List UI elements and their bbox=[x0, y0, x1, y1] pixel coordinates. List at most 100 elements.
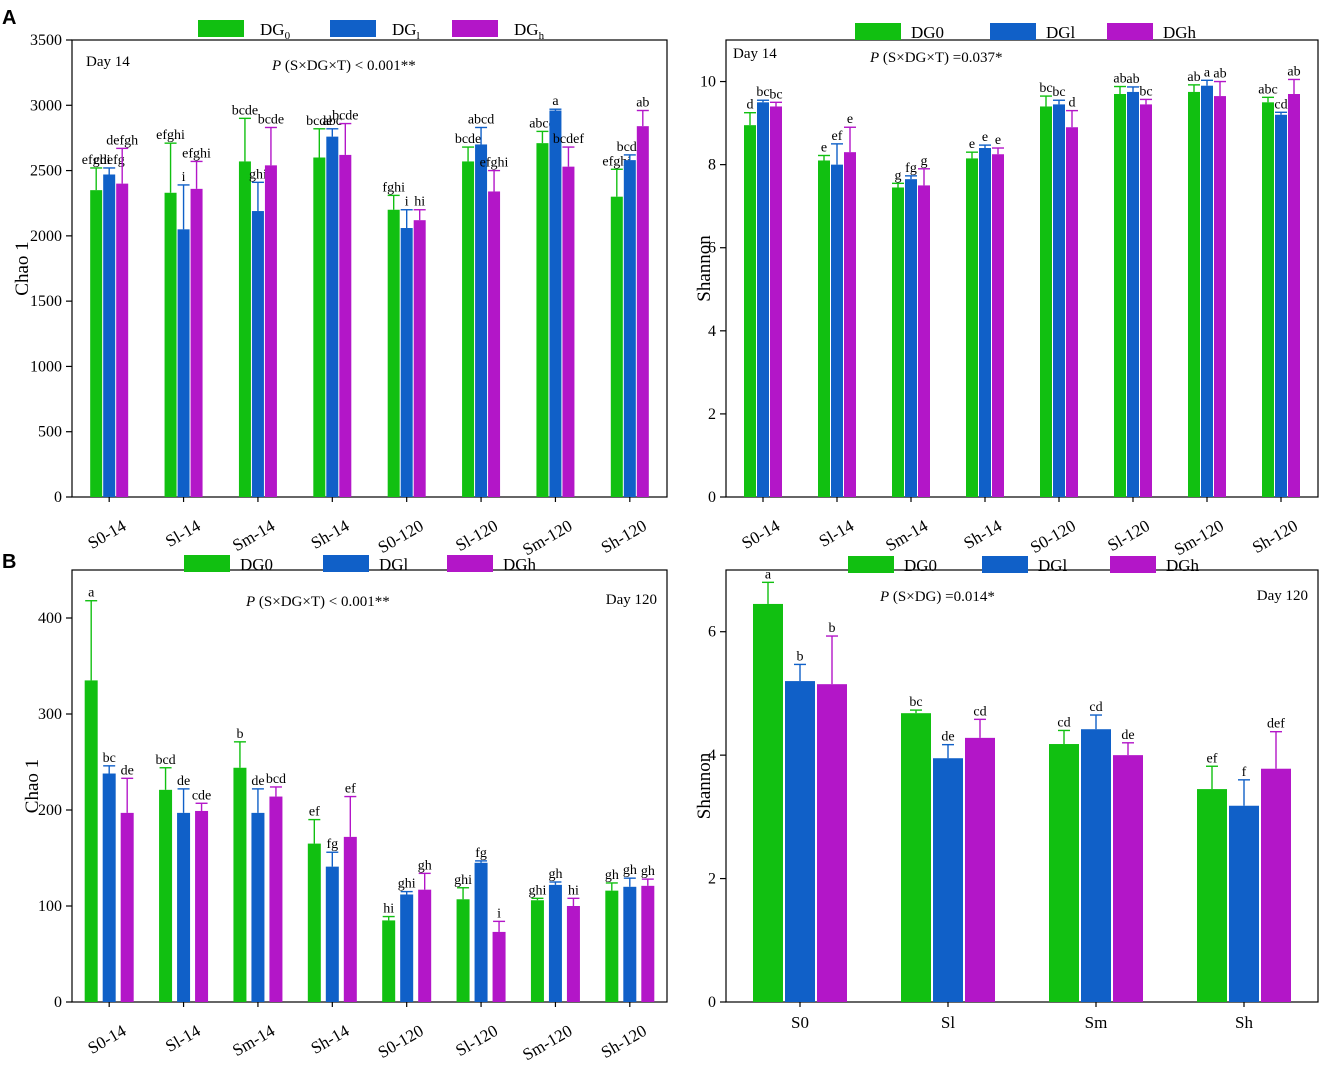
bar-dg0-sl bbox=[901, 713, 931, 1002]
significance-label: gh bbox=[623, 863, 637, 878]
x-tick-label: Sm-14 bbox=[229, 1021, 278, 1060]
significance-label: e bbox=[847, 112, 853, 127]
plot-frame bbox=[725, 39, 1319, 498]
significance-label: abc bbox=[323, 114, 342, 129]
bar-dg0-sl-14 bbox=[164, 192, 177, 498]
bar-dgh-sm-120 bbox=[1214, 96, 1226, 497]
significance-label: efghi bbox=[480, 156, 509, 171]
y-tick-label: 500 bbox=[38, 424, 62, 441]
x-tick-label: S0-14 bbox=[738, 516, 783, 553]
legend-label-dgl: DGl bbox=[1038, 556, 1068, 575]
bar-dgl-sm-120 bbox=[548, 884, 562, 1002]
significance-label: bcde bbox=[455, 132, 481, 147]
significance-label: b bbox=[797, 649, 804, 664]
bar-dgl-sm-14 bbox=[251, 211, 264, 497]
significance-label: bc bbox=[769, 87, 782, 102]
bar-dg0-s0 bbox=[753, 603, 783, 1002]
x-tick-label: Sl-120 bbox=[452, 1021, 501, 1060]
significance-label: a bbox=[552, 94, 559, 109]
significance-label: bc bbox=[756, 85, 769, 100]
significance-label: ef bbox=[309, 805, 320, 820]
y-tick-label: 0 bbox=[54, 994, 62, 1011]
chart-a-chao1: 0 500 1000 1500 2000 2500 3000 3500 Chao 1 Day 14… bbox=[12, 20, 668, 559]
bar-dg0-sm-120 bbox=[530, 900, 544, 1002]
bar-dgh-sl-120 bbox=[1140, 104, 1152, 498]
stat-annotation: P (S×DG×T) < 0.001** bbox=[271, 58, 416, 74]
bar-dgh-sh-14 bbox=[339, 154, 352, 497]
significance-label: fg bbox=[326, 837, 338, 852]
legend-label-dg0: DG0 bbox=[240, 555, 273, 574]
significance-label: cd bbox=[1057, 715, 1070, 730]
legend-label-dgh: DGh bbox=[503, 555, 537, 574]
bar-dgh-sl bbox=[965, 737, 995, 1002]
bar-dgh-sh-14 bbox=[992, 154, 1004, 497]
bar-dg0-s0-120 bbox=[387, 209, 400, 497]
x-tick-label: Sl-14 bbox=[816, 516, 858, 551]
legend-swatch-dg0 bbox=[198, 20, 244, 37]
significance-label: efghi bbox=[182, 146, 211, 161]
significance-label: bc bbox=[1039, 81, 1052, 96]
significance-label: bcd bbox=[266, 772, 286, 787]
bar-dgl-sm-120 bbox=[1201, 85, 1213, 497]
legend-label-dgh: DGh bbox=[1163, 23, 1197, 42]
bar-dgl-sh-120 bbox=[1275, 114, 1287, 498]
bar-dgh-sh bbox=[1261, 768, 1291, 1002]
x-tick-label: Sm-14 bbox=[882, 516, 931, 555]
legend-swatch-dgl bbox=[323, 555, 369, 572]
significance-label: de bbox=[941, 730, 954, 745]
bar-dgl-sm-120 bbox=[549, 110, 562, 497]
bar-dgh-s0-14 bbox=[120, 812, 134, 1002]
x-tick-label: Sh-120 bbox=[598, 516, 650, 557]
bar-dgh-sm bbox=[1113, 755, 1143, 1002]
bar-dg0-sl-14 bbox=[159, 789, 173, 1002]
significance-label: de bbox=[121, 763, 134, 778]
x-tick-label: Sh-14 bbox=[308, 516, 353, 553]
panel-label-b: B bbox=[2, 551, 16, 573]
bar-dgl-sm bbox=[1081, 729, 1111, 1002]
significance-label: d bbox=[747, 98, 754, 113]
x-tick-label: Sh-120 bbox=[598, 1021, 650, 1062]
bar-dg0-sh-14 bbox=[307, 843, 321, 1002]
y-axis-label: Shannon bbox=[694, 752, 715, 819]
bar-dgh-sh-120 bbox=[641, 885, 655, 1002]
bar-dgl-s0-120 bbox=[1053, 104, 1065, 498]
significance-label: bcd bbox=[155, 753, 175, 768]
significance-label: ab bbox=[636, 96, 649, 111]
significance-label: f bbox=[1242, 765, 1247, 780]
bar-dgh-s0-14 bbox=[116, 183, 129, 497]
y-axis-label: Chao 1 bbox=[12, 241, 33, 295]
stat-annotation: P (S×DG×T) < 0.001** bbox=[245, 594, 390, 610]
significance-label: gh bbox=[418, 858, 432, 873]
significance-label: gh bbox=[605, 868, 619, 883]
bar-dgh-sm-120 bbox=[566, 906, 580, 1002]
legend-label-dgh: DGh bbox=[1166, 556, 1200, 575]
significance-label: cd bbox=[973, 704, 986, 719]
legend-swatch-dgh bbox=[1107, 23, 1153, 40]
bar-dg0-sm-120 bbox=[1188, 91, 1200, 497]
significance-label: g bbox=[895, 168, 902, 183]
significance-label: def bbox=[1267, 717, 1285, 732]
y-tick-label: 4 bbox=[708, 323, 716, 340]
significance-label: gh bbox=[548, 867, 562, 882]
y-tick-label: 3000 bbox=[30, 97, 62, 114]
bar-dg0-s0-120 bbox=[382, 920, 396, 1002]
bar-dgl-sh-120 bbox=[623, 160, 636, 497]
chart-b-chao1: 0 100 200 300 400 Chao 1 Day 120 P (S×DG×T) < 0… bbox=[22, 555, 668, 1064]
significance-label: e bbox=[969, 137, 975, 152]
bar-dgl-sl-14 bbox=[177, 229, 190, 498]
significance-label: gh bbox=[641, 864, 655, 879]
bar-dgl-s0-120 bbox=[400, 894, 414, 1002]
legend-swatch-dg0 bbox=[855, 23, 901, 40]
x-tick-label: Sm-120 bbox=[519, 1021, 575, 1064]
bar-dgh-sh-120 bbox=[636, 126, 649, 498]
bar-dgh-s0-120 bbox=[418, 889, 432, 1002]
x-tick-label: Sm-14 bbox=[229, 516, 278, 555]
bar-dgh-sl-14 bbox=[195, 810, 209, 1002]
y-tick-label: 100 bbox=[38, 898, 62, 915]
bar-dg0-sm-14 bbox=[892, 187, 904, 497]
legend-swatch-dgl bbox=[990, 23, 1036, 40]
x-tick-label: Sh bbox=[1235, 1013, 1253, 1032]
x-tick-label: Sm-120 bbox=[519, 516, 575, 559]
bar-dgl-sl-14 bbox=[177, 812, 191, 1002]
x-tick-label: S0-14 bbox=[85, 516, 130, 553]
